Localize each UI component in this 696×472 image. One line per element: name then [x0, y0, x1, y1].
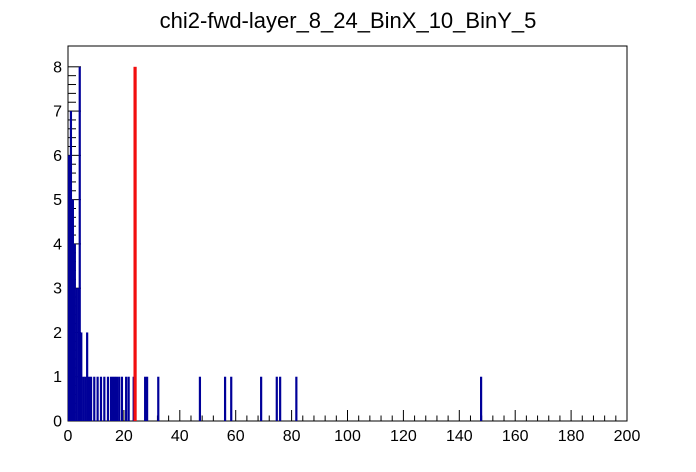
y-axis-label: 6 [53, 148, 62, 165]
histogram-bar [145, 376, 149, 421]
y-axis-label: 5 [53, 192, 62, 209]
histogram-bar [295, 376, 298, 421]
histogram-bar [223, 376, 227, 421]
y-axis-label: 7 [53, 104, 62, 121]
x-axis-label: 100 [334, 428, 361, 445]
histogram-bar [115, 376, 119, 421]
y-axis-label: 8 [53, 59, 62, 76]
histogram-bar [260, 376, 263, 421]
histogram-bar [113, 376, 117, 421]
y-axis-label: 2 [53, 325, 62, 342]
reference-line [133, 66, 137, 421]
histogram-bar [99, 376, 103, 421]
x-axis-label: 60 [227, 428, 245, 445]
histogram-bar [84, 376, 87, 421]
histogram-bar [144, 376, 147, 421]
x-axis-label: 20 [115, 428, 133, 445]
histogram-bar [103, 376, 106, 421]
y-axis-label: 3 [53, 281, 62, 298]
x-axis-label: 80 [283, 428, 301, 445]
x-axis-label: 120 [390, 428, 417, 445]
histogram-bar [198, 376, 202, 421]
histogram-bar [73, 243, 76, 421]
histogram-bar [67, 155, 71, 421]
histogram-bar [93, 376, 96, 421]
histogram-bar [230, 376, 233, 421]
x-axis-label: 140 [446, 428, 473, 445]
chart-title: chi2-fwd-layer_8_24_BinX_10_BinY_5 [159, 8, 537, 33]
histogram-bar [86, 332, 89, 421]
y-axis-label: 0 [53, 414, 62, 431]
histogram-bar [78, 66, 81, 421]
x-axis-label: 0 [64, 428, 73, 445]
x-axis-label: 180 [558, 428, 585, 445]
histogram-bar [106, 376, 110, 421]
histogram-bar [275, 376, 278, 421]
histogram-bar [96, 376, 99, 421]
x-axis-label: 160 [502, 428, 529, 445]
histogram-bar [157, 376, 160, 421]
x-axis-label: 200 [614, 428, 641, 445]
histogram-bar [480, 376, 483, 421]
histogram-bar [75, 288, 78, 421]
histogram-bar [127, 376, 130, 421]
histogram-bar [71, 199, 74, 421]
y-axis-label: 4 [53, 236, 62, 253]
histogram-bar [120, 376, 124, 421]
histogram-bar [82, 376, 85, 421]
histogram-bar [118, 376, 121, 421]
plot-frame [67, 45, 628, 422]
histogram-bar [125, 376, 128, 421]
histogram-bar [80, 332, 83, 421]
x-axis-label: 40 [171, 428, 189, 445]
y-axis-label: 1 [53, 369, 62, 386]
histogram-bar [109, 376, 113, 421]
histogram-bar [279, 376, 282, 421]
histogram-bar [89, 376, 93, 421]
histogram-bar [111, 376, 115, 421]
histogram-bar [88, 376, 91, 421]
histogram-bar [69, 111, 73, 421]
